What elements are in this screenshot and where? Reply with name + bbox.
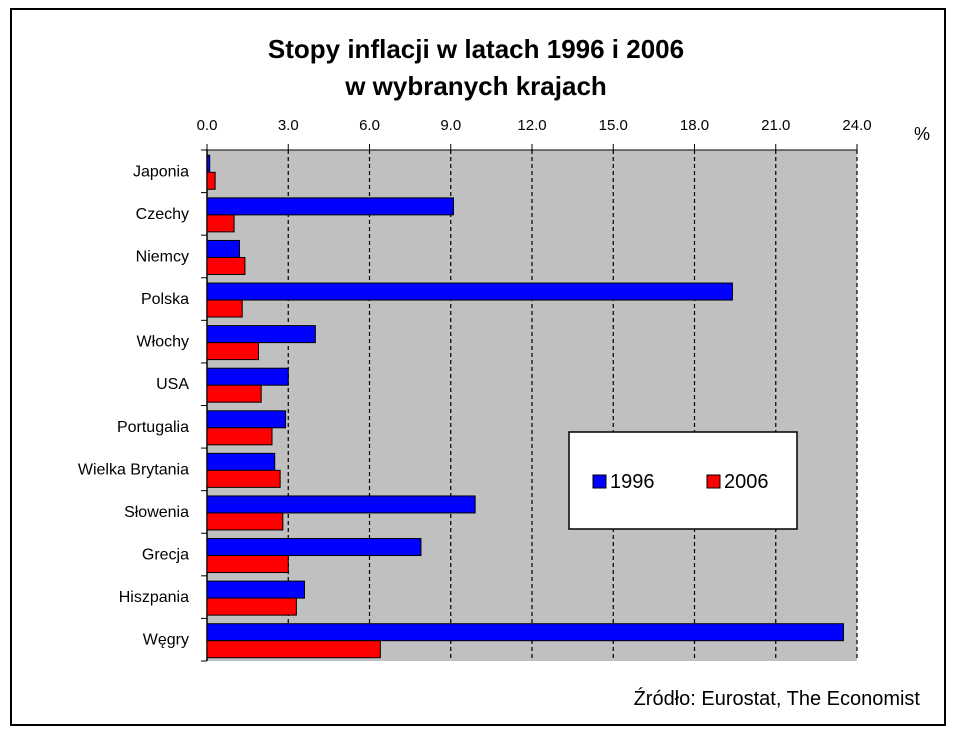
bar-2006-japonia bbox=[206, 171, 216, 190]
chart-title-line2: w wybranych krajach bbox=[344, 71, 607, 101]
bar-2006-polska bbox=[206, 299, 243, 318]
bar-1996-hiszpania bbox=[206, 580, 305, 599]
bar-1996-usa bbox=[206, 367, 289, 386]
x-tick-labels: 0.0 3.0 6.0 9.0 12.0 15.0 18.0 21.0 24.0 bbox=[197, 117, 872, 134]
x-tick-label: 18.0 bbox=[680, 117, 709, 134]
bar-2006-portugalia bbox=[206, 427, 273, 446]
bar-1996-japonia bbox=[206, 154, 211, 173]
bar-1996-węgry bbox=[206, 623, 844, 642]
bar-2006-hiszpania bbox=[206, 597, 297, 616]
bars bbox=[206, 154, 844, 659]
legend-box bbox=[568, 431, 798, 530]
legend-swatch-1996 bbox=[592, 474, 607, 489]
x-tick-label: 12.0 bbox=[517, 117, 546, 134]
bar-2006-usa bbox=[206, 384, 262, 403]
legend-label-1996: 1996 bbox=[610, 471, 655, 493]
bar-2006-wielka-brytania bbox=[206, 469, 281, 488]
x-tick-label: 6.0 bbox=[359, 117, 380, 134]
category-label: USA bbox=[156, 376, 189, 393]
bar-2006-słowenia bbox=[206, 512, 284, 531]
category-label: Polska bbox=[141, 291, 189, 308]
category-label: Słowenia bbox=[124, 504, 189, 521]
bar-1996-słowenia bbox=[206, 495, 476, 514]
bar-2006-węgry bbox=[206, 640, 381, 659]
x-tick-label: 24.0 bbox=[842, 117, 871, 134]
category-label: Wielka Brytania bbox=[78, 461, 189, 478]
bar-2006-niemcy bbox=[206, 256, 246, 275]
category-label: Węgry bbox=[143, 632, 189, 649]
bar-2006-grecja bbox=[206, 555, 289, 574]
x-tick-label: 21.0 bbox=[761, 117, 790, 134]
source-note: Źródło: Eurostat, The Economist bbox=[634, 687, 921, 710]
bar-1996-włochy bbox=[206, 325, 316, 344]
bar-2006-włochy bbox=[206, 342, 259, 361]
category-label: Włochy bbox=[137, 334, 189, 351]
category-label: Grecja bbox=[142, 547, 189, 564]
bar-2006-czechy bbox=[206, 214, 235, 233]
bar-1996-grecja bbox=[206, 538, 422, 557]
category-label: Portugalia bbox=[117, 419, 189, 436]
category-label: Czechy bbox=[136, 206, 189, 223]
bar-1996-czechy bbox=[206, 197, 454, 216]
category-labels: Japonia Czechy Niemcy Polska Włochy USA Portug… bbox=[78, 163, 189, 648]
chart-title-line1: Stopy inflacji w latach 1996 i 2006 bbox=[268, 34, 684, 64]
legend-swatch-2006 bbox=[706, 474, 721, 489]
bar-1996-polska bbox=[206, 282, 733, 301]
x-tick-label: 3.0 bbox=[278, 117, 299, 134]
x-tick-label: 9.0 bbox=[440, 117, 461, 134]
x-tick-label: 0.0 bbox=[197, 117, 218, 134]
x-tick-label: 15.0 bbox=[599, 117, 628, 134]
axes bbox=[201, 149, 857, 662]
category-label: Japonia bbox=[133, 163, 189, 180]
category-label: Hiszpania bbox=[119, 589, 189, 606]
bar-1996-niemcy bbox=[206, 239, 240, 258]
grid-lines bbox=[206, 144, 858, 661]
bar-1996-portugalia bbox=[206, 410, 287, 429]
bar-1996-wielka-brytania bbox=[206, 452, 276, 471]
legend: 1996 2006 bbox=[568, 431, 798, 530]
legend-label-2006: 2006 bbox=[724, 471, 769, 493]
category-label: Niemcy bbox=[136, 248, 189, 265]
unit-label: % bbox=[914, 124, 930, 144]
